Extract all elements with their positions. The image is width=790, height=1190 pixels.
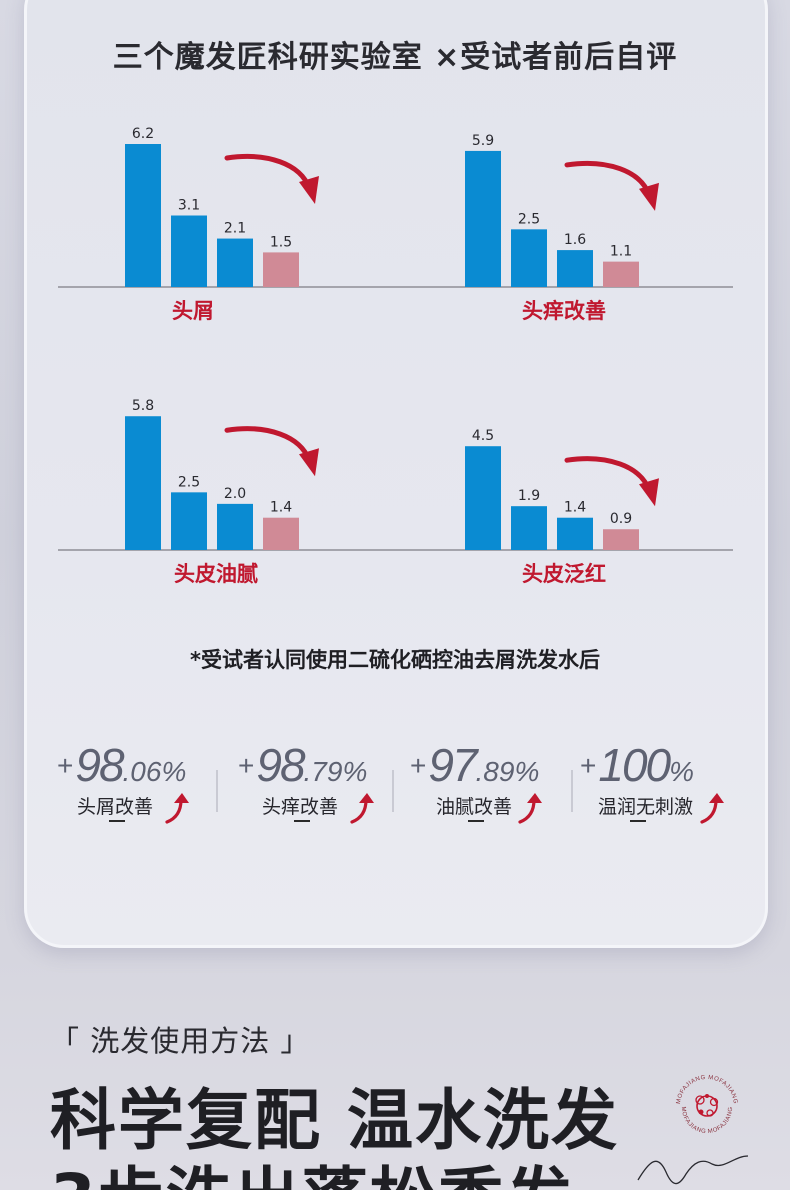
bar-value-label: 0.9 xyxy=(610,511,632,527)
up-arrow-icon xyxy=(700,793,724,824)
bar-value-label: 1.9 xyxy=(518,488,540,504)
bar xyxy=(171,492,207,550)
up-arrow-icon xyxy=(518,793,542,824)
stat-label: 头痒改善 xyxy=(262,796,339,818)
stat-underline xyxy=(294,820,310,822)
trend-arrow-icon xyxy=(564,456,652,493)
trend-arrow-icon xyxy=(224,153,312,191)
bar-charts: 6.2 3.1 2.1 1.5 头屑 5.9 2.5 1.6 1.1 头痒改善 5.8 2.5 2.0 1… xyxy=(58,126,733,586)
brand-logo: MOFAJIANG MOFAJIANG MOFAJIANG MOFAJIANG xyxy=(676,1075,738,1135)
usage-section-title: 「 洗发使用方法 」 xyxy=(50,1024,311,1058)
bar-value-label: 6.2 xyxy=(132,126,154,142)
bar xyxy=(125,144,161,287)
stat-underline xyxy=(630,820,646,822)
headline: 科学复配 温水洗发 3步洗出蓬松秀发 xyxy=(50,1082,619,1190)
bar xyxy=(465,150,501,287)
bar-value-label: 1.6 xyxy=(564,232,586,248)
bar-value-label: 1.4 xyxy=(270,500,292,516)
stat-item: +98.06% 头屑改善 xyxy=(57,738,227,838)
bar-value-label: 1.4 xyxy=(564,500,586,516)
bar-value-label: 4.5 xyxy=(472,428,494,444)
stat-item: +97.89% 油腻改善 xyxy=(410,738,580,838)
stat-label: 温润无刺激 xyxy=(598,796,694,818)
headline-line2: 3步洗出蓬松秀发 xyxy=(50,1160,619,1190)
stat-underline xyxy=(468,820,484,822)
headline-line1: 科学复配 温水洗发 xyxy=(50,1082,619,1159)
bar-value-label: 3.1 xyxy=(178,198,200,214)
bar xyxy=(263,517,299,550)
stat-divider xyxy=(216,770,218,812)
chart-category-label: 头皮泛红 xyxy=(522,562,606,586)
svg-text:MOFAJIANG MOFAJIANG: MOFAJIANG MOFAJIANG xyxy=(676,1075,738,1105)
trend-arrow-icon xyxy=(564,160,652,198)
stat-percent: +98.06% xyxy=(57,738,186,792)
decorative-wave xyxy=(637,1155,749,1185)
stat-plus: + xyxy=(580,750,597,781)
stat-plus: + xyxy=(238,750,255,781)
chart-category-label: 头屑 xyxy=(172,299,214,323)
bar xyxy=(511,229,547,287)
stat-percent-integer: 98 xyxy=(256,739,305,791)
bar-value-label: 2.1 xyxy=(224,221,246,237)
stat-underline xyxy=(109,820,125,822)
stat-percent-integer: 100 xyxy=(598,739,671,791)
stat-label: 油腻改善 xyxy=(436,796,513,818)
stat-percent: +100% xyxy=(580,738,694,792)
chart-category-label: 头皮油腻 xyxy=(174,562,258,586)
up-arrow-icon xyxy=(350,793,374,824)
bar-value-label: 1.5 xyxy=(270,234,292,250)
bar-value-label: 1.1 xyxy=(610,244,632,260)
stat-item: +98.79% 头痒改善 xyxy=(238,738,408,838)
stat-percent: +98.79% xyxy=(238,738,367,792)
bar xyxy=(511,506,547,550)
bar xyxy=(125,416,161,550)
page-title: 三个魔发匠科研实验室 ×受试者前后自评 xyxy=(112,40,678,75)
bar xyxy=(603,261,639,287)
bar xyxy=(217,238,253,287)
stat-label: 头屑改善 xyxy=(77,796,154,818)
stat-divider xyxy=(571,770,573,812)
stat-plus: + xyxy=(410,750,427,781)
trend-arrowhead-icon xyxy=(299,448,319,477)
trend-arrowhead-icon xyxy=(639,182,659,211)
stat-percent-decimal: .89% xyxy=(475,756,540,787)
stat-plus: + xyxy=(57,750,74,781)
bar xyxy=(603,529,639,550)
svg-text:MOFAJIANG MOFAJIANG: MOFAJIANG MOFAJIANG xyxy=(680,1106,734,1135)
stat-percent: +97.89% xyxy=(410,738,539,792)
up-arrow-icon xyxy=(165,793,189,824)
bar xyxy=(465,446,501,550)
bar-value-label: 2.5 xyxy=(178,474,200,490)
stat-percent-decimal: .79% xyxy=(303,756,368,787)
stat-percent-decimal: % xyxy=(669,756,695,787)
bar-value-label: 5.9 xyxy=(472,133,494,149)
stat-percent-decimal: .06% xyxy=(122,756,187,787)
footnote: *受试者认同使用二硫化硒控油去屑洗发水后 xyxy=(190,648,600,672)
trend-arrow-icon xyxy=(224,426,312,463)
trend-arrowhead-icon xyxy=(299,176,319,204)
bar xyxy=(557,517,593,550)
bar xyxy=(557,250,593,287)
bar-value-label: 5.8 xyxy=(132,398,154,414)
stat-percent-integer: 98 xyxy=(75,739,124,791)
trend-arrowhead-icon xyxy=(639,478,659,507)
stat-percent-integer: 97 xyxy=(428,739,477,791)
bar xyxy=(263,252,299,287)
bar xyxy=(171,215,207,287)
bar xyxy=(217,503,253,550)
chart-category-label: 头痒改善 xyxy=(522,299,606,323)
stat-divider xyxy=(392,770,394,812)
bar-value-label: 2.0 xyxy=(224,486,246,502)
bar-value-label: 2.5 xyxy=(518,211,540,227)
stat-item: +100% 温润无刺激 xyxy=(580,738,750,838)
